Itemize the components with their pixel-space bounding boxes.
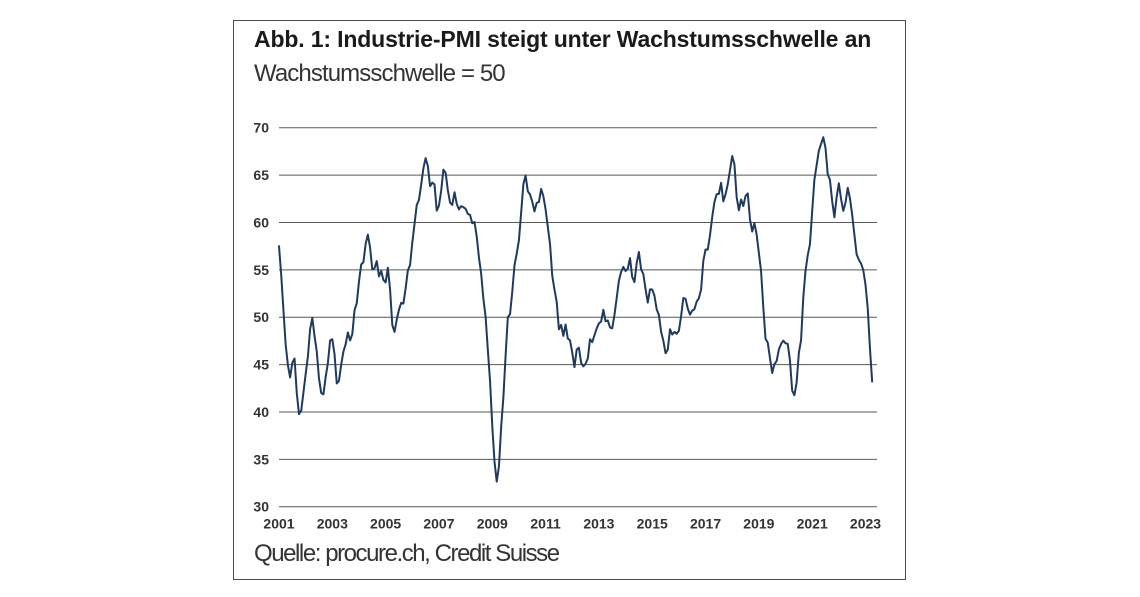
svg-text:2015: 2015 [637,516,668,532]
svg-text:2007: 2007 [423,516,454,532]
svg-text:65: 65 [253,167,269,183]
svg-text:2005: 2005 [370,516,401,532]
svg-text:2013: 2013 [583,516,614,532]
svg-text:50: 50 [253,309,269,325]
svg-text:2003: 2003 [317,516,348,532]
svg-text:40: 40 [253,404,269,420]
svg-text:2017: 2017 [690,516,721,532]
svg-text:55: 55 [253,262,269,278]
svg-text:2021: 2021 [797,516,828,532]
svg-text:2011: 2011 [530,516,561,532]
svg-text:30: 30 [253,499,269,515]
svg-text:2001: 2001 [263,516,294,532]
svg-text:2009: 2009 [477,516,508,532]
svg-text:45: 45 [253,357,269,373]
svg-text:2023: 2023 [850,516,881,532]
svg-text:60: 60 [253,214,269,230]
svg-text:35: 35 [253,451,269,467]
svg-text:2019: 2019 [743,516,774,532]
svg-text:70: 70 [253,120,269,136]
